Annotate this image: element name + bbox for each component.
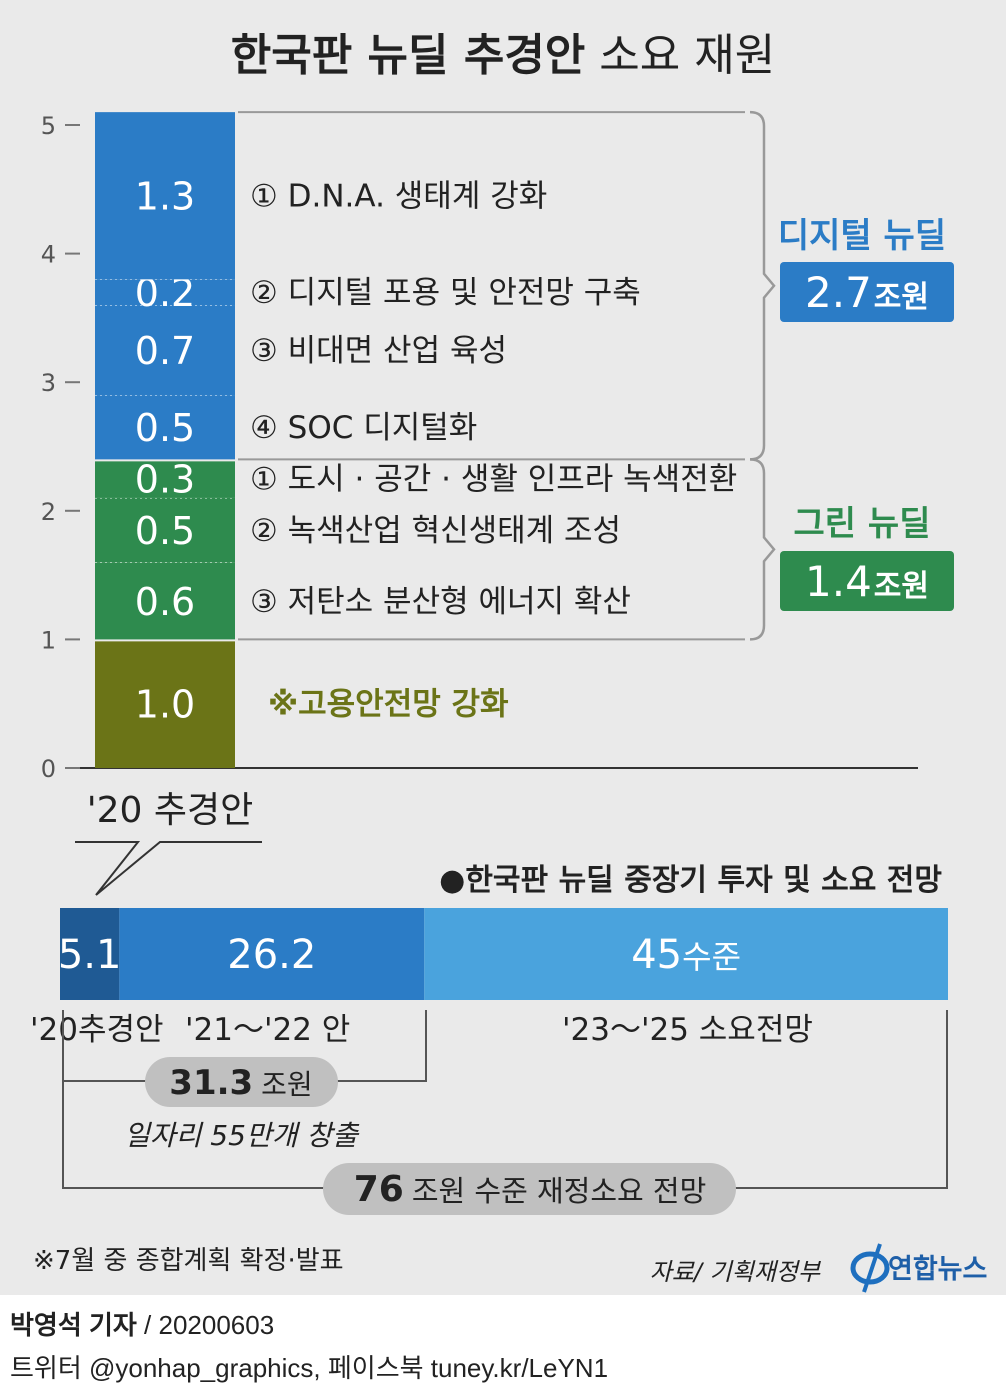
logo-text: 연합뉴스 <box>888 1254 987 1285</box>
group-total: 1.4조원 <box>805 557 929 606</box>
bar-segment <box>95 279 235 306</box>
y-tick-label: 4 <box>41 241 56 269</box>
hbar-value-label: 26.2 <box>227 932 316 978</box>
total-pill-31 <box>145 1057 338 1107</box>
segment-descriptions: ※고용안전망 강화 ③ 저탄소 분산형 에너지 확산 ② 녹색산업 혁신생태계 조성… <box>250 179 737 723</box>
bar-segment <box>95 459 235 498</box>
segment-description: ② 디지털 포용 및 안전망 구축 <box>250 275 641 311</box>
segment-description: ② 녹색산업 혁신생태계 조성 <box>250 513 621 549</box>
hbar-category-label: '20추경안 <box>30 1012 164 1048</box>
logo-stroke-icon <box>862 1243 882 1293</box>
category-label: '20 추경안 <box>87 790 254 831</box>
callout-pointer <box>75 841 262 896</box>
segment-description: ③ 비대면 산업 육성 <box>250 333 507 369</box>
segment-value-label: 0.3 <box>135 458 195 502</box>
logo-mark-icon <box>850 1251 890 1285</box>
segment-value-label: 0.5 <box>135 509 195 553</box>
hbar-category-label: '21～'22 안 <box>185 1012 350 1048</box>
bar-segment <box>95 305 235 396</box>
segment-value-label: 1.0 <box>135 683 195 727</box>
segment-value-label: 0.5 <box>135 406 195 450</box>
bar-segment <box>95 639 235 768</box>
jobs-note: 일자리 55만개 창출 <box>124 1119 360 1152</box>
group-name: 디지털 뉴딜 <box>778 216 946 256</box>
y-tick-label: 2 <box>41 498 56 526</box>
social-links: 트위터 @yonhap_graphics, 페이스북 tuney.kr/LeYN… <box>10 1353 609 1383</box>
total-pill-76 <box>323 1163 736 1215</box>
hbar-value-label: 5.1 <box>58 932 122 978</box>
stacked-bar: 1.00.60.50.30.50.70.21.3 <box>95 112 235 768</box>
bar-segment <box>95 395 235 460</box>
title-light: 소요 재원 <box>599 30 775 81</box>
group-brackets <box>238 110 776 641</box>
y-tick-label: 1 <box>41 626 56 654</box>
segment-description: ① 도시 · 공간 · 생활 인프라 녹색전환 <box>250 462 737 498</box>
segment-description: ③ 저탄소 분산형 에너지 확산 <box>250 584 631 620</box>
hbar-segment <box>119 908 425 1000</box>
segment-value-label: 0.6 <box>135 580 195 624</box>
group-bracket <box>749 458 776 641</box>
hbar-value-label: 45수준 <box>631 932 741 978</box>
group-bracket <box>749 110 776 461</box>
segment-value-label: 0.7 <box>135 329 195 373</box>
total-76: 76 조원 수준 재정소요 전망 <box>354 1169 707 1210</box>
horizontal-chart-title: ●한국판 뉴딜 중장기 투자 및 소요 전망 <box>439 863 942 898</box>
total-31: 31.3 조원 <box>169 1063 312 1103</box>
chart-canvas: 한국판 뉴딜 추경안 소요 재원 0 1 2 3 4 5 1.0 0.6 0.5 0.3 0.5 0.… <box>30 30 987 1293</box>
hbar-segment <box>424 908 949 1000</box>
byline: 박영석 기자 / 20200603 <box>10 1305 274 1342</box>
category-callout: '20 추경안 <box>75 790 262 896</box>
segment-description: ① D.N.A. 생태계 강화 <box>250 179 547 215</box>
horizontal-stacked-bar: 5.1 26.2 45수준 <box>58 908 949 1000</box>
yonhap-logo: 연합뉴스 <box>850 1243 987 1293</box>
group-total-box <box>780 551 954 611</box>
segment-description: ④ SOC 디지털화 <box>250 410 477 446</box>
source: 자료/ 기획재정부 <box>650 1258 822 1286</box>
bar-segment <box>95 562 235 640</box>
y-tick-label: 5 <box>41 112 56 140</box>
group-total: 2.7조원 <box>805 268 929 317</box>
y-tick-label: 0 <box>41 755 56 783</box>
reporter: 박영석 기자 <box>10 1310 137 1340</box>
title-bold: 한국판 뉴딜 추경안 <box>231 30 585 81</box>
hbar-category-label: '23～'25 소요전망 <box>562 1012 813 1048</box>
segment-value-label: 1.3 <box>135 175 195 219</box>
y-tick-label: 3 <box>41 369 56 397</box>
date: / 20200603 <box>136 1310 275 1340</box>
hbar-segment <box>60 908 120 1000</box>
bar-segment <box>95 497 235 563</box>
schedule-note: ※7월 중 종합계획 확정·발표 <box>33 1246 344 1276</box>
horizontal-category-labels: '20추경안 '21～'22 안 '23～'25 소요전망 <box>30 1012 813 1048</box>
group-total-box <box>780 262 954 322</box>
bar-segment <box>95 112 235 280</box>
group-name: 그린 뉴딜 <box>794 504 931 544</box>
page-title: 한국판 뉴딜 추경안 소요 재원 <box>231 30 775 81</box>
segment-description: ※고용안전망 강화 <box>268 687 509 723</box>
